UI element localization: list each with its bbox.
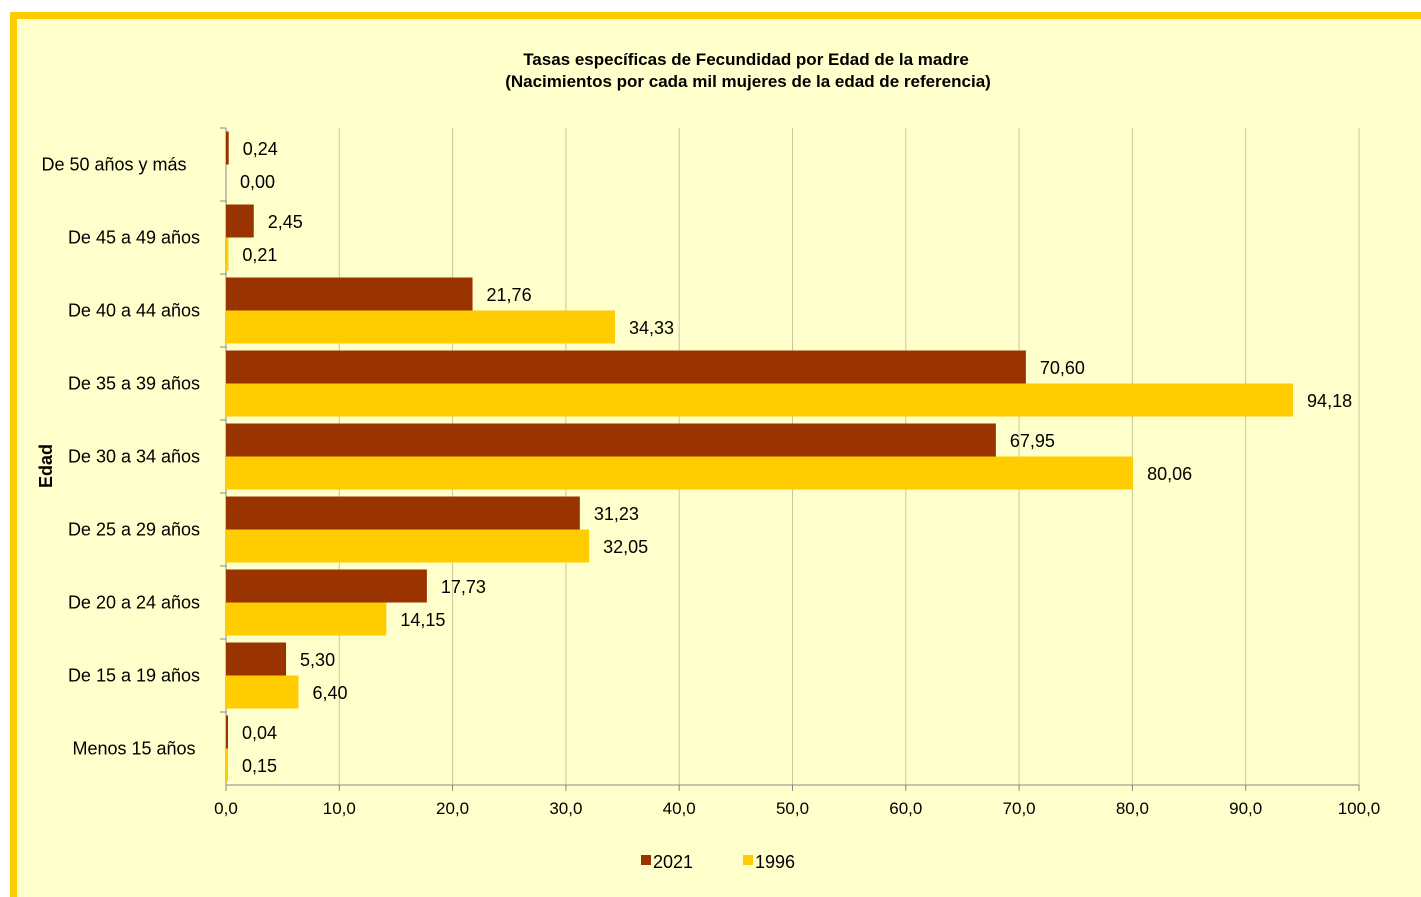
data-label-1996: 0,15: [242, 756, 277, 776]
data-label-1996: 0,00: [240, 172, 275, 192]
x-tick-label: 90,0: [1229, 799, 1262, 818]
data-label-2021: 67,95: [1010, 431, 1055, 451]
labels-layer: Menos 15 años 0,04 0,15 De 15 a 19 años 5,30…: [41, 139, 1352, 776]
category-label: De 20 a 24 años: [68, 593, 200, 613]
bar-1996: [226, 748, 228, 782]
x-tick-label: 100,0: [1338, 799, 1381, 818]
category-label: De 35 a 39 años: [68, 374, 200, 394]
data-label-1996: 14,15: [400, 610, 445, 630]
bar-2021: [226, 131, 229, 165]
data-label-2021: 17,73: [441, 577, 486, 597]
category-label: De 50 años y más: [41, 155, 186, 175]
bar-2021: [226, 569, 427, 603]
data-label-1996: 6,40: [313, 683, 348, 703]
y-axis-title: Edad: [36, 444, 56, 488]
x-tick-label: 40,0: [663, 799, 696, 818]
bar-2021: [226, 642, 287, 676]
data-label-2021: 5,30: [300, 650, 335, 670]
bar-2021: [226, 715, 228, 749]
bar-1996: [226, 456, 1134, 490]
x-tick-label: 30,0: [549, 799, 582, 818]
x-tick-label: 10,0: [323, 799, 356, 818]
legend: 2021 1996: [641, 852, 795, 872]
data-label-2021: 2,45: [268, 212, 303, 232]
data-label-1996: 0,21: [242, 245, 277, 265]
data-label-2021: 21,76: [487, 285, 532, 305]
legend-label-1996: 1996: [755, 852, 795, 872]
x-tick-label: 80,0: [1116, 799, 1149, 818]
x-tick-label: 50,0: [776, 799, 809, 818]
chart-subtitle: (Nacimientos por cada mil mujeres de la …: [505, 72, 991, 91]
bar-2021: [226, 423, 996, 457]
bars-layer: [226, 131, 1294, 782]
bar-2021: [226, 204, 254, 238]
data-label-1996: 34,33: [629, 318, 674, 338]
bar-2021: [226, 277, 473, 311]
bar-2021: [226, 496, 580, 530]
category-label: De 40 a 44 años: [68, 301, 200, 321]
legend-swatch-2021: [641, 855, 651, 865]
legend-label-2021: 2021: [653, 852, 693, 872]
category-label: De 30 a 34 años: [68, 447, 200, 467]
category-label: Menos 15 años: [72, 739, 195, 759]
data-label-2021: 70,60: [1040, 358, 1085, 378]
data-label-1996: 32,05: [603, 537, 648, 557]
category-label: De 25 a 29 años: [68, 520, 200, 540]
bar-2021: [226, 350, 1026, 384]
bar-1996: [226, 529, 590, 563]
x-tick-label: 60,0: [889, 799, 922, 818]
data-label-2021: 31,23: [594, 504, 639, 524]
x-tick-label: 70,0: [1003, 799, 1036, 818]
data-label-2021: 0,04: [242, 723, 277, 743]
bar-1996: [226, 675, 299, 709]
bar-1996: [226, 237, 229, 271]
data-label-1996: 94,18: [1307, 391, 1352, 411]
bar-1996: [226, 383, 1294, 417]
x-tick-label: 0,0: [214, 799, 238, 818]
bar-1996: [226, 310, 615, 344]
chart-title: Tasas específicas de Fecundidad por Edad…: [523, 50, 969, 69]
category-label: De 45 a 49 años: [68, 228, 200, 248]
category-label: De 15 a 19 años: [68, 666, 200, 686]
data-label-1996: 80,06: [1147, 464, 1192, 484]
x-tick-label: 20,0: [436, 799, 469, 818]
data-label-2021: 0,24: [243, 139, 278, 159]
legend-swatch-1996: [743, 855, 753, 865]
bar-1996: [226, 602, 387, 636]
